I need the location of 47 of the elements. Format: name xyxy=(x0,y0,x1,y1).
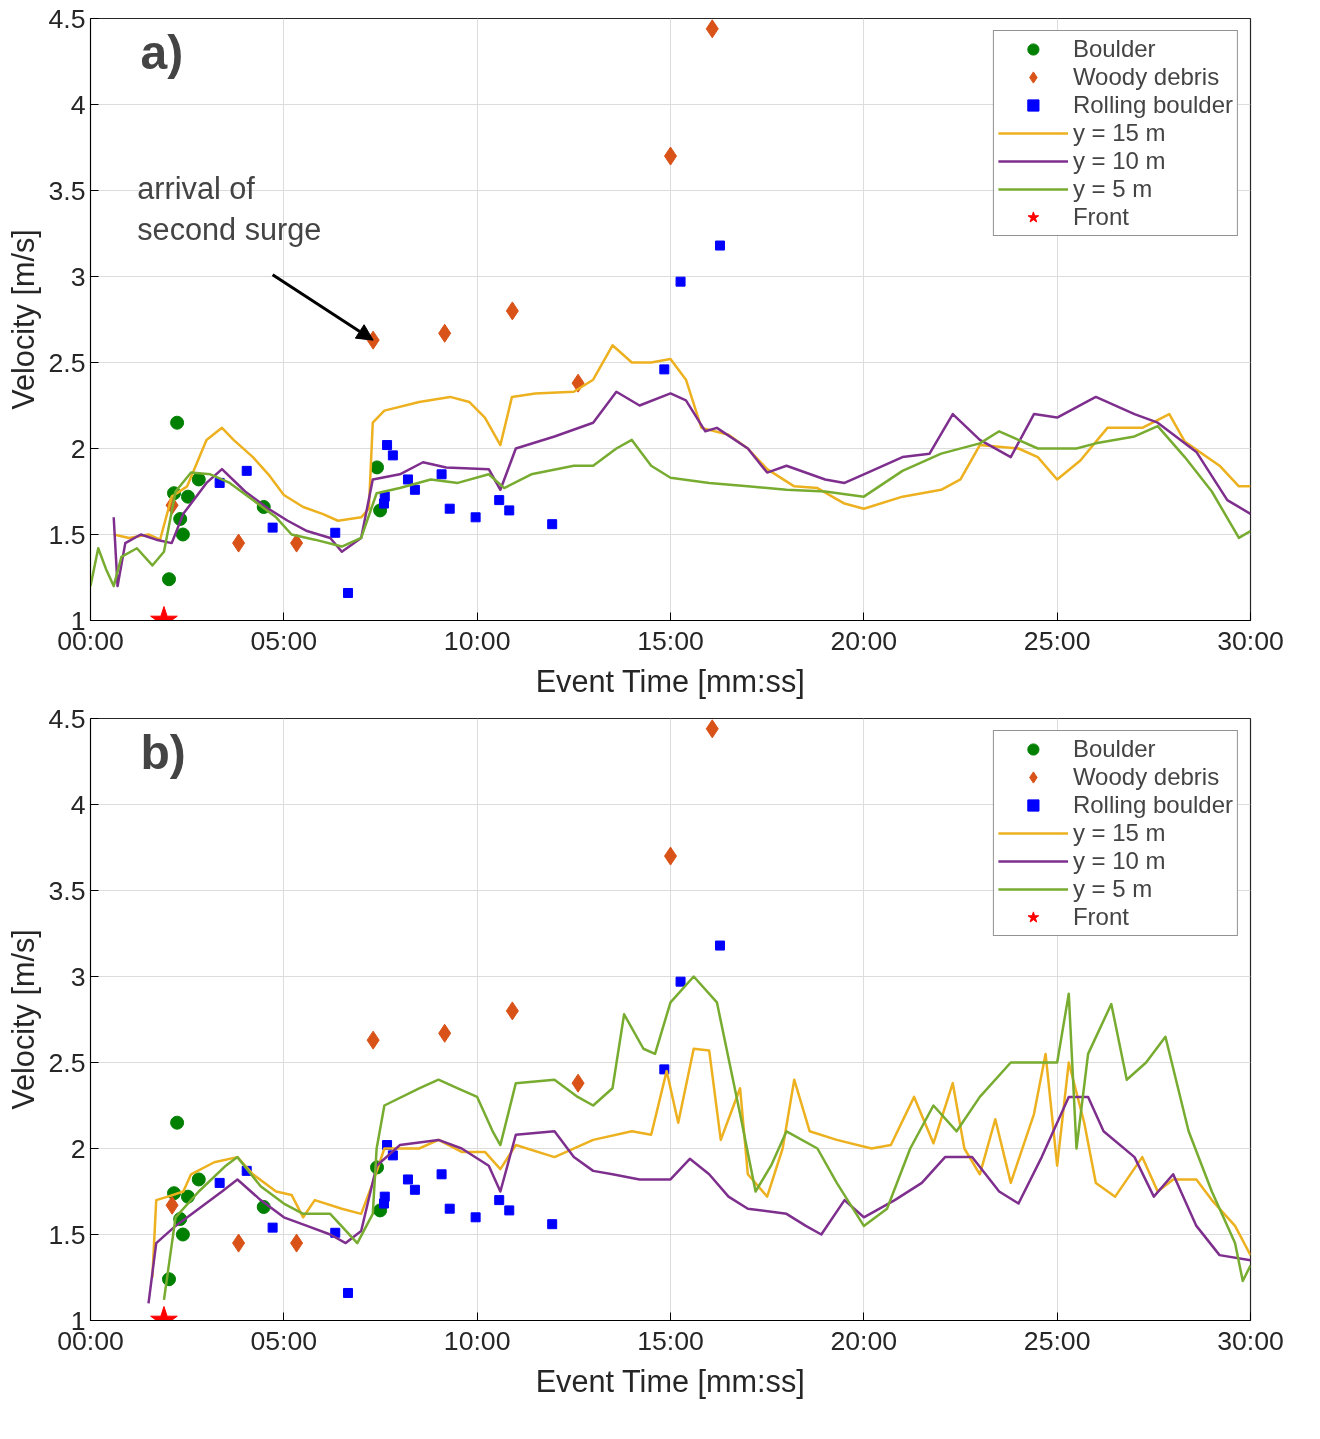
y-tick-label: 3 xyxy=(70,261,86,292)
y-tick-label: 2.5 xyxy=(48,1047,86,1078)
x-tick-label: 25:00 xyxy=(1023,625,1091,656)
x-axis-title: Event Time [mm:ss] xyxy=(535,1363,805,1399)
legend-label: y = 5 m xyxy=(1072,875,1153,903)
x-tick-label: 10:00 xyxy=(443,625,511,656)
x-tick-label: 20:00 xyxy=(830,625,898,656)
legend-label: Front xyxy=(1072,203,1129,231)
legend-label: y = 10 m xyxy=(1072,847,1166,875)
y-tick-label: 2 xyxy=(70,1133,86,1164)
legend-label: y = 10 m xyxy=(1072,147,1166,175)
legend-label: y = 15 m xyxy=(1072,819,1166,847)
y-tick-label: 3 xyxy=(70,961,86,992)
y-tick-label: 4.5 xyxy=(48,3,86,34)
x-tick-label: 20:00 xyxy=(830,1325,898,1356)
y-tick-label: 1.5 xyxy=(48,519,86,550)
legend-label: Rolling boulder xyxy=(1072,91,1233,119)
y-tick-label: 2.5 xyxy=(48,347,86,378)
y-axis-title: Velocity [m/s] xyxy=(6,229,42,410)
legend-label: y = 5 m xyxy=(1072,175,1153,203)
x-tick-label: 25:00 xyxy=(1023,1325,1091,1356)
legend-label: Rolling boulder xyxy=(1072,791,1233,819)
chart-title: b) xyxy=(140,725,186,779)
legend-label: Woody debris xyxy=(1072,63,1220,91)
x-tick-label: 30:00 xyxy=(1217,625,1284,656)
legend-label: Front xyxy=(1072,903,1129,931)
x-axis-title: Event Time [mm:ss] xyxy=(535,663,805,699)
x-tick-label: 15:00 xyxy=(637,625,704,656)
annotation: arrival of second surge xyxy=(137,170,322,247)
y-tick-label: 3.5 xyxy=(48,875,86,906)
legend-label: y = 15 m xyxy=(1072,119,1166,147)
legend-label: Woody debris xyxy=(1072,763,1220,791)
y-tick-label: 3.5 xyxy=(48,175,86,206)
y-tick-label: 2 xyxy=(70,433,86,464)
x-tick-label: 05:00 xyxy=(250,1325,318,1356)
y-tick-label: 4 xyxy=(70,789,86,820)
y-tick-label: 4 xyxy=(70,89,86,120)
x-tick-label: 10:00 xyxy=(443,1325,511,1356)
x-tick-label: 30:00 xyxy=(1217,1325,1284,1356)
x-tick-label: 05:00 xyxy=(250,625,318,656)
chart-title: a) xyxy=(140,25,184,79)
legend-label: Boulder xyxy=(1072,35,1156,63)
y-tick-label: 1.5 xyxy=(48,1219,86,1250)
y-axis-title: Velocity [m/s] xyxy=(6,929,42,1110)
x-tick-label: 15:00 xyxy=(637,1325,704,1356)
y-tick-label: 4.5 xyxy=(48,703,86,734)
legend-label: Boulder xyxy=(1072,735,1156,763)
